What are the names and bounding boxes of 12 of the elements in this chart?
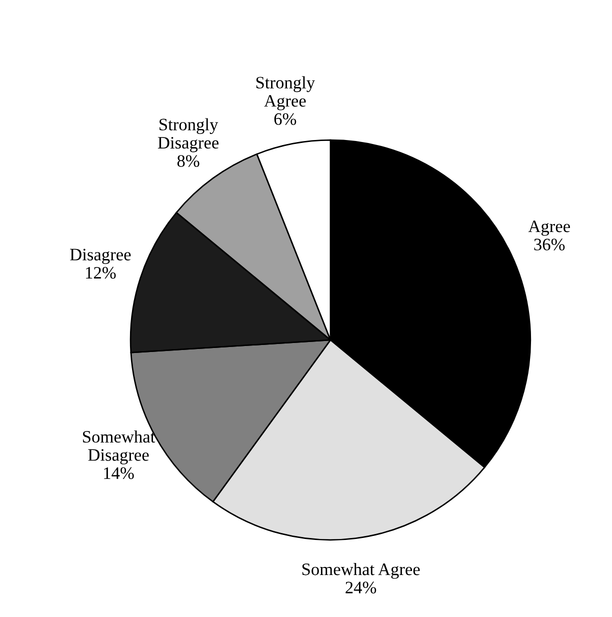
slice-label: Disagree [70,248,131,264]
data-label: 8% [177,155,200,167]
slice-label: Strongly Disagree [158,118,219,152]
slice-label: Strongly Agree [256,76,315,110]
slice-label: Agree [528,220,570,236]
slice-label: Somewhat Disagree [83,430,156,464]
data-label: 12% [86,266,116,279]
data-label: 24% [346,582,376,594]
data-label: 36% [534,238,565,250]
slice-label: Somewhat Agree [302,562,420,579]
data-label: 6% [274,113,296,125]
data-label: 14% [104,467,134,480]
